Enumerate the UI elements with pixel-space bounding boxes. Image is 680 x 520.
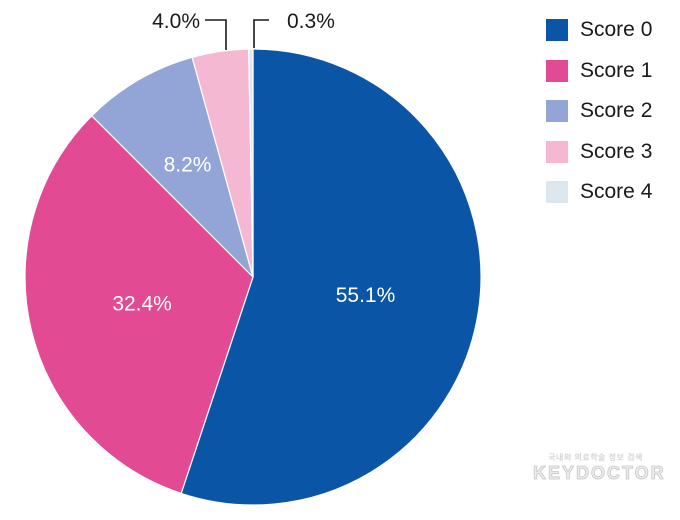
keydoctor-watermark: 국내외 의료학술 정보 검색 KEYDOCTOR <box>533 452 666 484</box>
legend-swatch-score-1 <box>546 59 568 82</box>
pie-slice-score-2 <box>91 56 254 278</box>
legend-item-score-2: Score 2 <box>546 91 676 132</box>
legend-item-score-4: Score 4 <box>546 172 676 213</box>
watermark-subtitle: 국내외 의료학술 정보 검색 <box>548 453 643 462</box>
watermark-brand: KEYDOCTOR <box>533 463 666 484</box>
legend-item-score-3: Score 3 <box>546 132 676 173</box>
pie-slice-score-4 <box>248 48 254 278</box>
leader-line-score-4 <box>253 19 269 48</box>
data-label-score-2: 8.2% <box>164 154 212 177</box>
legend-swatch-score-4 <box>546 181 568 204</box>
pie-slice-score-1 <box>24 115 254 494</box>
legend-item-score-1: Score 1 <box>546 51 676 92</box>
legend: Score 0 Score 1 Score 2 Score 3 Score 4 <box>546 10 676 213</box>
legend-item-score-0: Score 0 <box>546 10 676 51</box>
pie-slices <box>24 48 482 506</box>
legend-swatch-score-0 <box>546 19 568 42</box>
legend-label-score-1: Score 1 <box>580 58 653 82</box>
data-label-score-3: 4.0% <box>152 10 200 33</box>
legend-label-score-4: Score 4 <box>580 180 653 204</box>
data-label-score-0: 55.1% <box>336 284 396 307</box>
data-labels: 55.1% 32.4% 8.2% 4.0% 0.3% <box>112 10 395 315</box>
data-label-score-4: 0.3% <box>287 10 335 33</box>
legend-label-score-0: Score 0 <box>580 18 653 42</box>
legend-swatch-score-3 <box>546 140 568 163</box>
leader-lines <box>205 19 269 50</box>
leader-line-score-3 <box>205 19 227 50</box>
legend-label-score-2: Score 2 <box>580 99 653 123</box>
legend-label-score-3: Score 3 <box>580 139 653 163</box>
pie-slice-score-0 <box>180 48 482 506</box>
data-label-score-1: 32.4% <box>112 292 172 315</box>
legend-swatch-score-2 <box>546 100 568 123</box>
